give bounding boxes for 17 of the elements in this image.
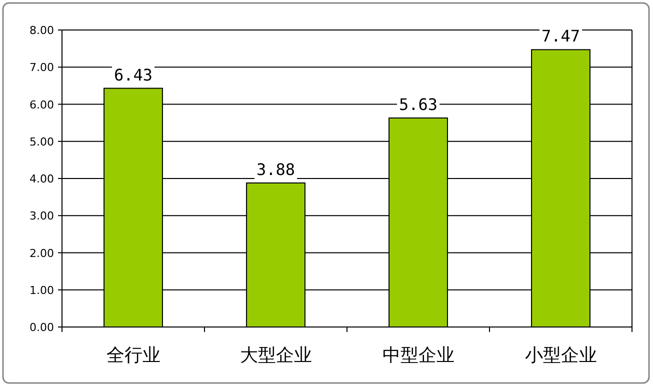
data-label: 5.63 <box>398 94 438 114</box>
data-label: 6.43 <box>114 65 153 84</box>
y-tick-label: 1.00 <box>30 284 54 297</box>
y-tick-label: 5.00 <box>30 135 54 148</box>
y-tick-label: 7.00 <box>30 61 54 74</box>
x-tick-label: 全行业 <box>106 345 160 366</box>
y-tick-label: 3.00 <box>30 210 54 223</box>
data-label: 3.88 <box>256 160 296 179</box>
y-tick-label: 0.00 <box>30 321 54 334</box>
y-tick-label: 4.00 <box>30 172 54 186</box>
x-tick-label: 小型企业 <box>524 345 597 366</box>
y-tick-label: 2.00 <box>30 246 54 260</box>
x-tick-label: 中型企业 <box>382 345 454 366</box>
y-tick-label: 8.00 <box>30 24 54 37</box>
x-tick-label: 大型企业 <box>240 345 312 366</box>
y-tick-label: 6.00 <box>30 98 54 112</box>
data-label: 7.47 <box>541 26 580 46</box>
